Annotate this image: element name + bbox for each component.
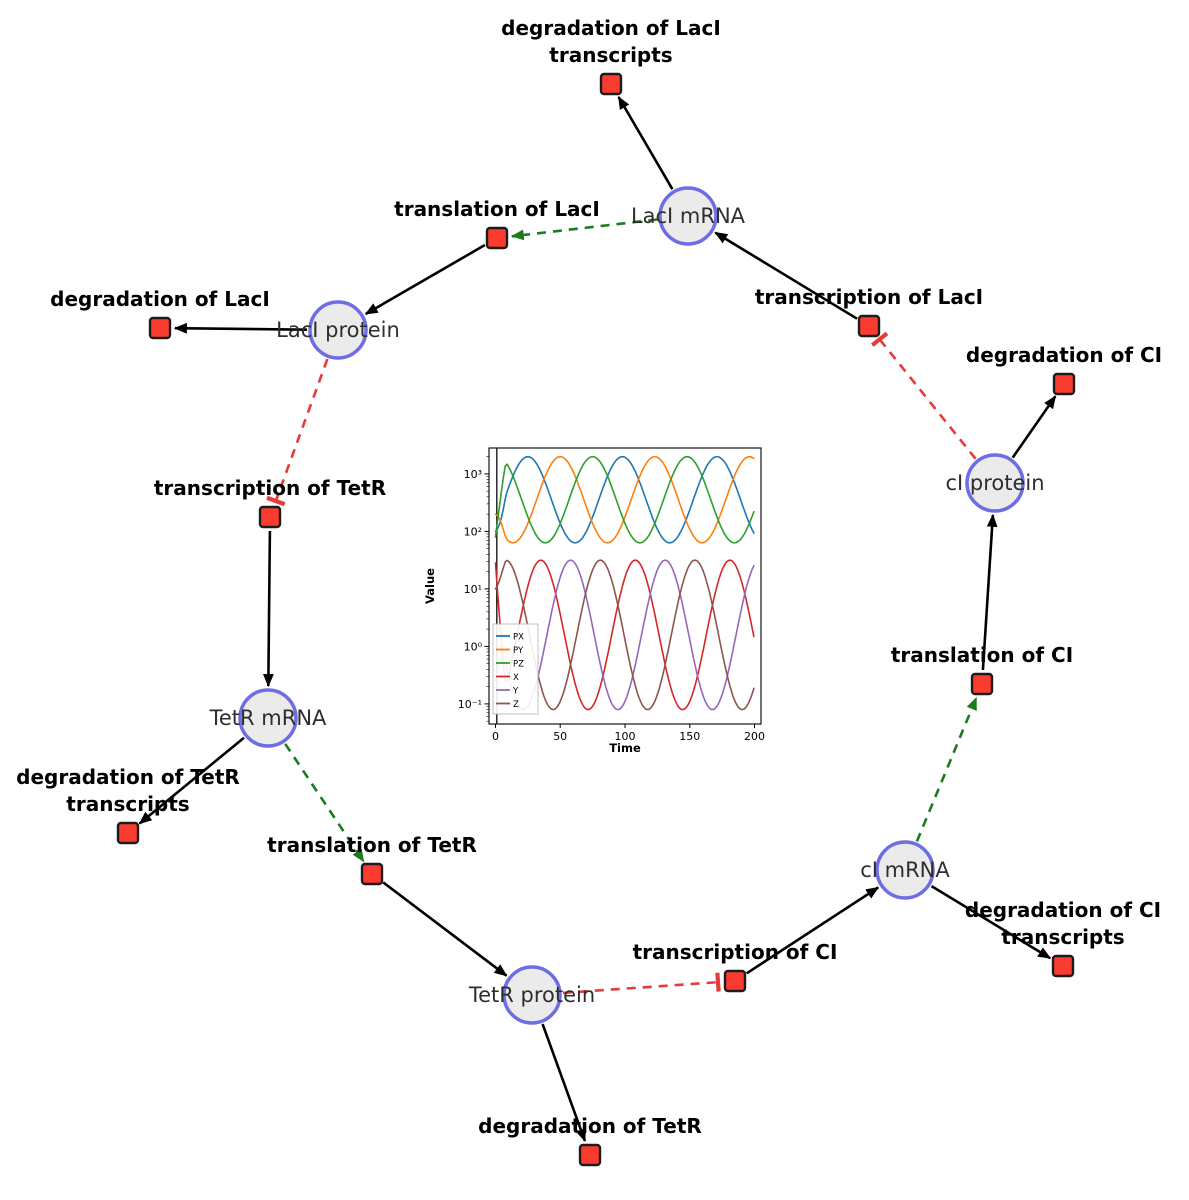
reaction-node-txn_tetr: [258, 505, 282, 529]
reaction-label-deg_tetr: degradation of TetR: [478, 1114, 702, 1138]
edge-modifier-tetr_mrna-transl_tetr: [284, 743, 365, 863]
series-PZ: [494, 455, 755, 544]
reaction-node-transl_ci: [970, 672, 994, 696]
species-node-ci_mrna: [875, 840, 935, 900]
edge-production-transl_ci-ci_protein: [981, 513, 998, 671]
reaction-node-transl_tetr: [360, 862, 384, 886]
reaction-label-deg_laci_tx-line2: transcripts: [549, 43, 672, 67]
series-X: [494, 559, 755, 711]
edge-production-transl_laci-laci_protein: [364, 243, 486, 316]
legend-label-X: X: [513, 673, 519, 683]
reaction-label-deg_laci_tx-line1: degradation of LacI: [501, 16, 721, 40]
reaction-node-transl_laci: [485, 226, 509, 250]
series-Z: [494, 559, 755, 711]
reaction-label-txn_laci: transcription of LacI: [755, 285, 983, 309]
edge-consumption-tetr_mrna-deg_tetr_tx: [138, 736, 245, 825]
edge-consumption-tetr_protein-deg_tetr: [541, 1023, 587, 1142]
edge-layer: [138, 96, 1057, 1142]
edge-production-txn_laci-laci_mrna: [714, 231, 858, 320]
reaction-node-deg_laci: [148, 316, 172, 340]
edge-inhibition-ci_protein-txn_laci: [870, 331, 977, 460]
species-node-tetr_protein: [502, 965, 562, 1025]
edge-production-transl_tetr-tetr_protein: [382, 881, 508, 977]
y-tick-label: 10⁻¹: [458, 698, 482, 711]
edge-production-txn_tetr-tetr_mrna: [263, 530, 274, 688]
reaction-node-txn_laci: [857, 314, 881, 338]
x-tick-label: 150: [679, 730, 700, 743]
reaction-node-txn_ci: [723, 969, 747, 993]
edge-inhibition-tetr_protein-txn_ci: [562, 972, 721, 995]
y-tick-label: 10⁰: [464, 640, 483, 653]
species-node-laci_protein: [308, 300, 368, 360]
edge-consumption-laci_protein-deg_laci: [173, 322, 308, 334]
species-label-tetr_mrna: TetR mRNA: [209, 706, 327, 730]
legend-label-PZ: PZ: [513, 660, 524, 670]
edge-modifier-laci_mrna-transl_laci: [510, 218, 658, 241]
edge-consumption-ci_mrna-deg_ci_tx: [930, 884, 1052, 960]
species-label-tetr_protein: TetR protein: [468, 983, 595, 1007]
reaction-label-transl_tetr: translation of TetR: [267, 833, 477, 857]
inset-xaxis-label: Time: [609, 741, 641, 755]
reaction-label-transl_laci: translation of LacI: [394, 197, 600, 221]
legend-box: [492, 623, 539, 715]
y-tick-label: 10²: [464, 525, 482, 538]
reaction-label-deg_tetr_tx-line1: degradation of TetR: [16, 765, 240, 789]
reaction-label-deg_laci: degradation of LacI: [50, 287, 270, 311]
reaction-label-txn_ci: transcription of CI: [633, 940, 838, 964]
reaction-node-deg_ci_tx: [1051, 954, 1075, 978]
species-label-laci_protein: LacI protein: [276, 318, 400, 342]
reaction-label-transl_ci: translation of CI: [891, 643, 1073, 667]
series-PY: [494, 455, 755, 544]
reaction-node-deg_tetr_tx: [116, 821, 140, 845]
species-label-ci_protein: cI protein: [945, 471, 1044, 495]
edge-consumption-ci_protein-deg_ci: [1011, 395, 1057, 459]
species-label-laci_mrna: LacI mRNA: [631, 204, 746, 228]
inset-yaxis-label: Value: [423, 568, 437, 604]
node-layer: [116, 72, 1076, 1167]
inset-chart: 10⁻¹ 10⁰ 10¹ 10² 10³ 0 50 100 150 200 PX PY PZ XYZ Ti…: [423, 447, 765, 755]
species-node-tetr_mrna: [238, 688, 298, 748]
species-node-laci_mrna: [658, 186, 718, 246]
legend-label-Z: Z: [513, 700, 519, 710]
y-tick-label: 10¹: [464, 583, 482, 596]
series-PX: [494, 455, 755, 544]
label-layer: LacI mRNA LacI protein TetR mRNA TetR prote…: [16, 16, 1162, 1138]
edge-consumption-laci_mrna-deg_laci_tx: [617, 96, 674, 190]
species-label-ci_mrna: cI mRNA: [860, 858, 950, 882]
legend-label-PX: PX: [513, 633, 524, 643]
x-tick-label: 100: [615, 730, 636, 743]
reaction-label-deg_ci_tx-line2: transcripts: [1001, 925, 1124, 949]
legend-label-Y: Y: [512, 687, 519, 697]
inset-plot-area: 10⁻¹ 10⁰ 10¹ 10² 10³ 0 50 100 150 200 PX PY PZ XYZ: [458, 447, 765, 743]
reaction-node-deg_ci: [1052, 372, 1076, 396]
x-tick-label: 200: [744, 730, 765, 743]
species-node-ci_protein: [965, 453, 1025, 513]
edge-production-txn_ci-ci_mrna: [745, 886, 880, 975]
legend-label-PY: PY: [513, 646, 524, 656]
reaction-node-deg_tetr: [578, 1143, 602, 1167]
x-tick-label: 0: [492, 730, 499, 743]
x-tick-label: 50: [553, 730, 567, 743]
y-tick-label: 10³: [464, 468, 482, 481]
reaction-label-txn_tetr: transcription of TetR: [154, 476, 386, 500]
edge-modifier-ci_mrna-transl_ci: [915, 696, 978, 842]
reaction-label-deg_tetr_tx-line2: transcripts: [66, 792, 189, 816]
reaction-node-deg_laci_tx: [599, 72, 623, 96]
reaction-label-deg_ci_tx-line1: degradation of CI: [965, 898, 1161, 922]
reaction-label-deg_ci: degradation of CI: [966, 343, 1162, 367]
